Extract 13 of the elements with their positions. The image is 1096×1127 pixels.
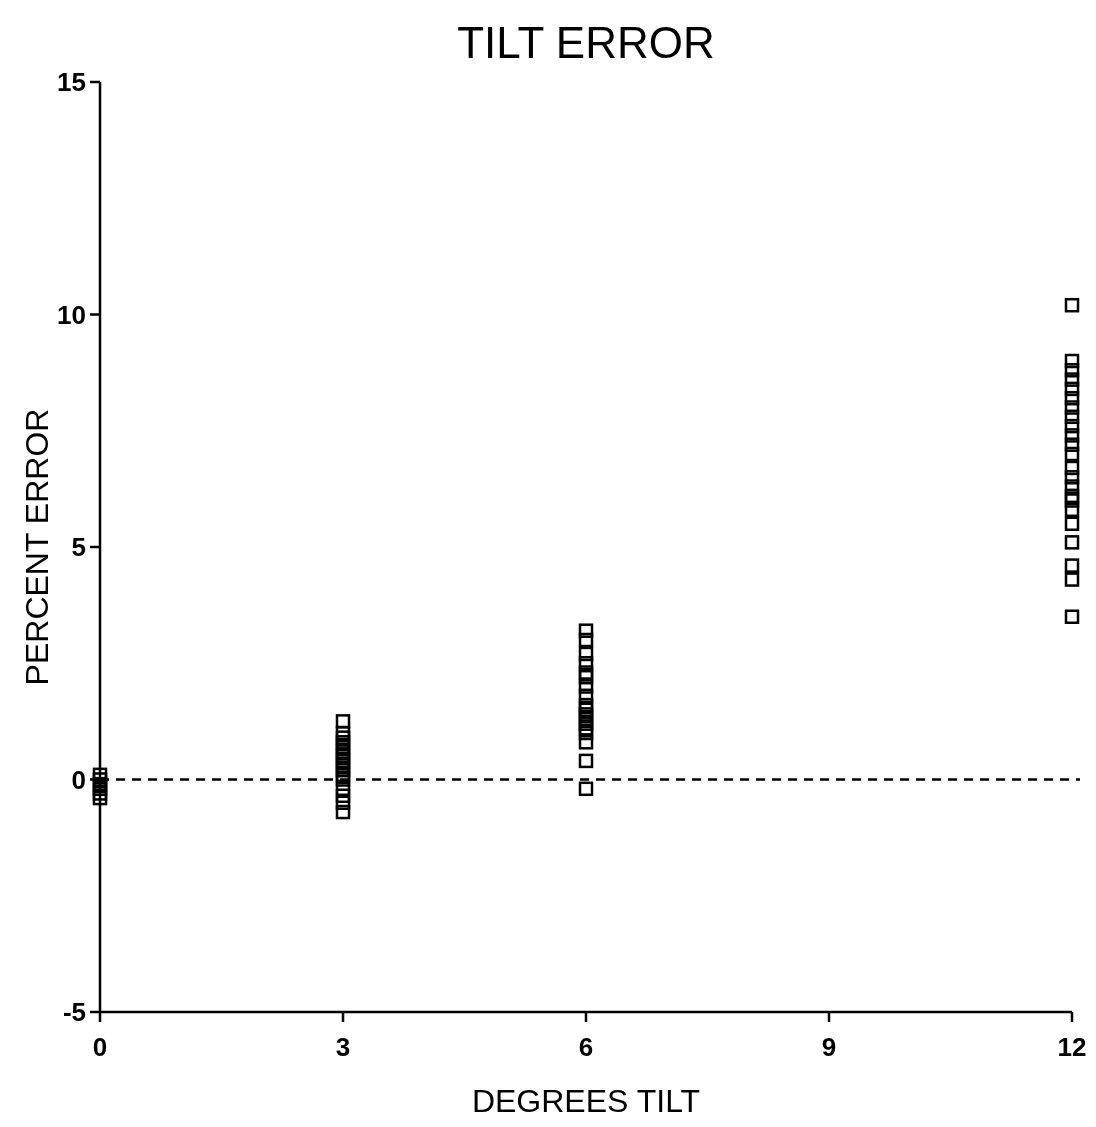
- x-tick-label: 6: [578, 1032, 594, 1062]
- x-tick-label: 12: [1057, 1032, 1087, 1062]
- y-tick-label: 10: [57, 299, 86, 330]
- y-tick-label: 0: [71, 764, 86, 795]
- x-axis-title: DEGREES TILT: [471, 1083, 701, 1119]
- chart-title: TILT ERROR: [457, 18, 715, 67]
- y-axis-title: PERCENT ERROR: [19, 408, 55, 686]
- x-tick-label: 9: [821, 1032, 837, 1062]
- y-tick-label: -5: [62, 997, 86, 1028]
- x-tick-label: 0: [92, 1032, 108, 1062]
- y-tick-label: 15: [57, 67, 86, 98]
- y-tick-label: 5: [71, 532, 86, 563]
- x-tick-label: 3: [335, 1032, 351, 1062]
